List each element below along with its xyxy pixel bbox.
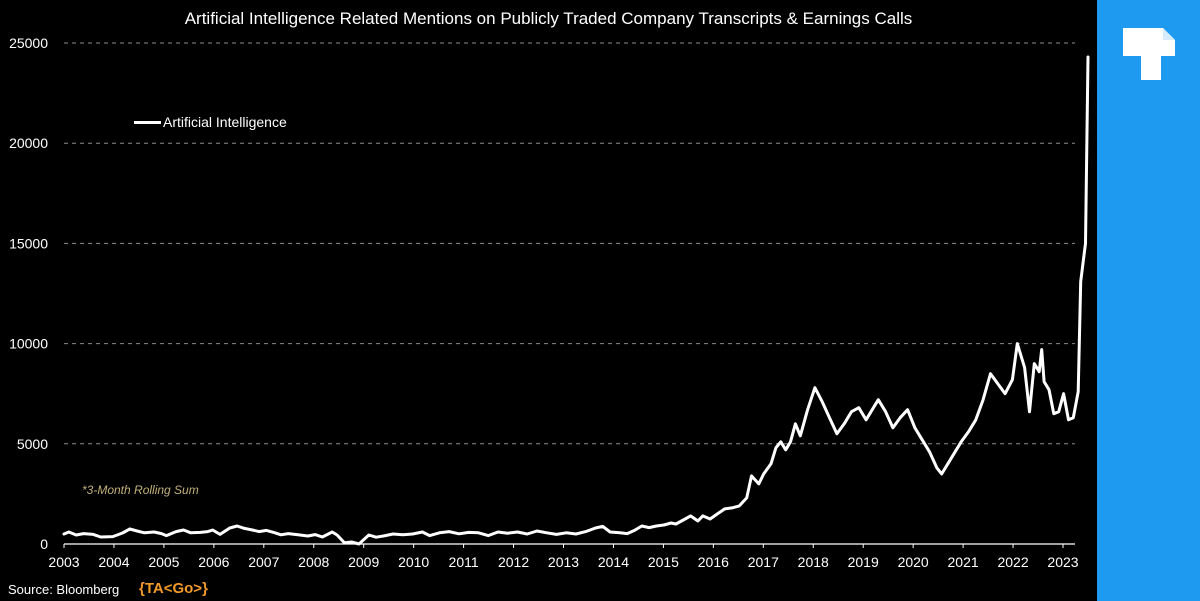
x-tick-label: 2012 [498,554,529,570]
source-label: Source: Bloomberg [8,582,120,597]
x-tick-label: 2020 [898,554,929,570]
x-tick-label: 2015 [648,554,679,570]
x-tick-label: 2022 [997,554,1028,570]
x-tick-label: 2023 [1047,554,1078,570]
y-tick-label: 0 [40,536,48,552]
x-tick-label: 2011 [449,554,479,570]
chart-area: Artificial Intelligence Related Mentions… [8,9,1090,597]
x-tick-label: 2016 [698,554,729,570]
x-tick-label: 2017 [748,554,779,570]
x-tick-label: 2013 [548,554,579,570]
x-tick-label: 2005 [148,554,179,570]
brand-label: {TA<Go>} [139,580,208,597]
x-tick-label: 2018 [798,554,829,570]
series-line-artificial-intelligence [62,55,1090,546]
t-block-logo-icon [1123,28,1175,80]
series-layer [62,55,1090,546]
y-tick-label: 25000 [9,35,48,51]
legend-label: Artificial Intelligence [163,114,287,130]
chart-title: Artificial Intelligence Related Mentions… [184,9,913,28]
x-tick-label: 2004 [98,554,129,570]
x-tick-label: 2021 [948,554,979,570]
x-tick-label: 2007 [248,554,279,570]
x-tick-label: 2003 [48,554,79,570]
x-tick-label: 2019 [848,554,879,570]
legend-swatch [134,121,161,124]
rolling-sum-note: *3-Month Rolling Sum [82,483,199,497]
x-tick-label: 2008 [298,554,329,570]
x-tick-label: 2014 [598,554,629,570]
axes [63,543,1075,548]
x-tick-label: 2010 [398,554,429,570]
y-tick-labels: 0 5000 10000 15000 20000 25000 [9,35,48,552]
x-tick-label: 2009 [348,554,379,570]
y-tick-label: 20000 [9,135,48,151]
y-tick-label: 15000 [9,235,48,251]
grid-lines [64,42,1075,445]
brand-side-panel [1097,0,1200,601]
y-tick-label: 5000 [17,436,48,452]
y-tick-label: 10000 [9,336,48,352]
x-tick-labels: 2003 2004 2005 2006 2007 2008 2009 2010 2011 2012… [48,554,1078,570]
x-tick-label: 2006 [198,554,229,570]
